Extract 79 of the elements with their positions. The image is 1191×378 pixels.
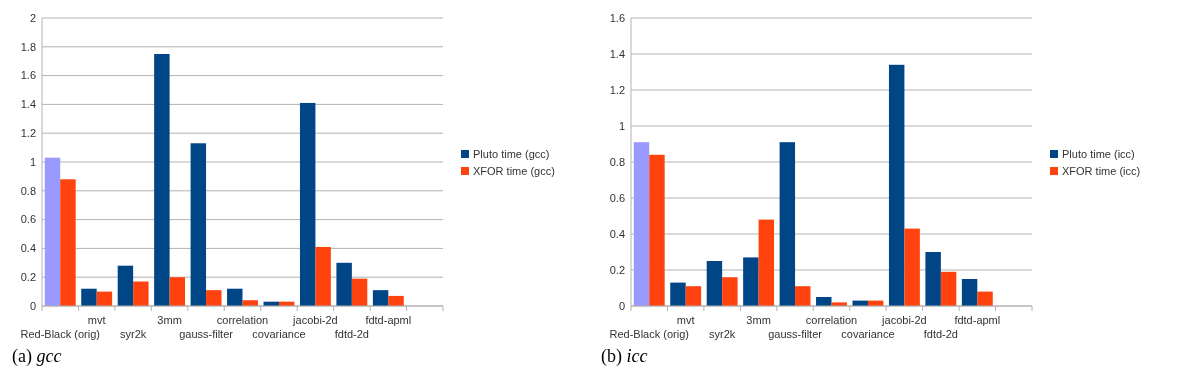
- y-tick-label: 0.8: [20, 184, 36, 197]
- y-tick-label: 1.8: [20, 40, 36, 53]
- bar: [117, 265, 134, 306]
- legend-label: Pluto time (icc): [1062, 147, 1135, 160]
- x-tick-label: 3mm: [157, 314, 182, 326]
- y-tick-label: 0: [29, 299, 36, 312]
- y-tick-label: 1.6: [20, 69, 36, 82]
- bar: [60, 179, 76, 306]
- bar: [670, 282, 686, 306]
- x-tick-label: mvt: [676, 314, 695, 326]
- bar: [743, 257, 759, 306]
- x-tick-label: syr2k: [709, 328, 736, 340]
- legend-label: XFOR time (gcc): [473, 164, 555, 177]
- bar: [190, 143, 207, 306]
- legend-label: XFOR time (icc): [1062, 164, 1141, 177]
- bar: [351, 278, 368, 306]
- x-tick-label: jacobi-2d: [292, 314, 338, 326]
- bar: [816, 297, 832, 306]
- bar: [169, 277, 186, 306]
- y-tick-label: 0.2: [609, 263, 625, 276]
- y-tick-label: 1.4: [609, 47, 625, 60]
- bar: [961, 279, 978, 306]
- y-tick-label: 0.4: [20, 242, 36, 255]
- text: (a) gcc: [12, 346, 62, 367]
- bar: [888, 64, 905, 306]
- text: (b) icc: [601, 346, 648, 367]
- x-tick-label: covariance: [252, 328, 306, 340]
- x-tick-label: covariance: [841, 328, 895, 340]
- x-tick-label: fdtd-2d: [923, 328, 958, 340]
- bar: [925, 252, 941, 306]
- bar: [336, 262, 352, 306]
- bar: [81, 288, 97, 306]
- x-tick-label: fdtd-apml: [954, 314, 1001, 326]
- bar: [795, 286, 811, 306]
- x-tick-label: correlation: [805, 314, 858, 326]
- bar: [206, 290, 222, 306]
- y-tick-label: 1: [29, 155, 36, 168]
- x-tick-label: gauss-filter: [768, 328, 823, 340]
- bar: [758, 219, 775, 306]
- x-tick-label: gauss-filter: [179, 328, 234, 340]
- y-tick-label: 0: [618, 299, 625, 312]
- bar: [227, 288, 243, 306]
- bar: [940, 271, 957, 306]
- legend-label: Pluto time (gcc): [473, 147, 550, 160]
- bar: [388, 295, 404, 306]
- y-tick-label: 1: [618, 119, 625, 132]
- y-tick-label: 1.6: [609, 11, 625, 24]
- y-tick-label: 1.2: [20, 127, 36, 140]
- bar: [904, 228, 920, 306]
- x-tick-label: 3mm: [746, 314, 771, 326]
- bar: [685, 286, 702, 306]
- y-tick-label: 0.4: [609, 227, 625, 240]
- x-tick-label: Red-Black (orig): [609, 328, 689, 340]
- x-tick-label: jacobi-2d: [881, 314, 927, 326]
- x-tick-label: correlation: [216, 314, 269, 326]
- bar: [315, 246, 331, 306]
- x-tick-label: fdtd-2d: [334, 328, 369, 340]
- bar: [299, 102, 316, 306]
- y-tick-label: 0.2: [20, 271, 36, 284]
- y-tick-label: 1.2: [609, 83, 625, 96]
- bar: [133, 281, 149, 306]
- y-tick-label: 0.6: [609, 191, 625, 204]
- bar: [977, 291, 993, 306]
- bar: [779, 142, 796, 306]
- y-tick-label: 0.6: [20, 213, 36, 226]
- bar: [372, 290, 389, 306]
- x-tick-label: mvt: [87, 314, 106, 326]
- y-tick-label: 0.8: [609, 155, 625, 168]
- x-tick-label: Red-Black (orig): [20, 328, 100, 340]
- y-tick-label: 1.4: [20, 98, 36, 111]
- x-tick-label: fdtd-apml: [365, 314, 412, 326]
- x-tick-label: syr2k: [120, 328, 147, 340]
- bar: [44, 157, 61, 306]
- bar: [633, 142, 650, 306]
- bar: [154, 54, 170, 306]
- bar: [706, 261, 723, 306]
- y-tick-label: 2: [29, 11, 36, 24]
- bar: [649, 154, 665, 306]
- bar: [722, 277, 738, 306]
